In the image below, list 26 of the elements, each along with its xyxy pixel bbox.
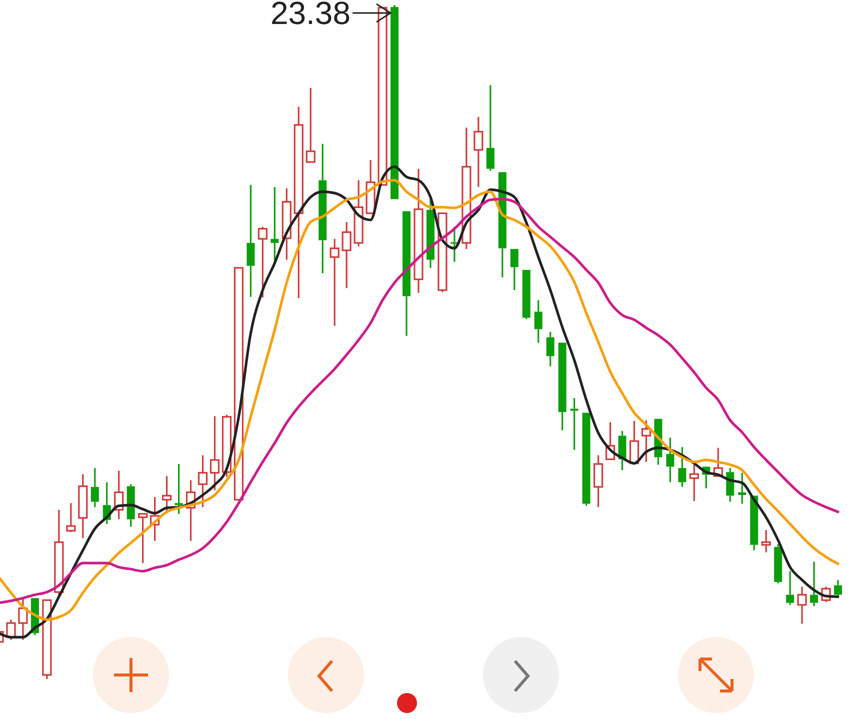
candlestick: [689, 464, 699, 502]
candlestick: [90, 467, 99, 508]
candlestick: [774, 543, 782, 584]
candlestick: [797, 586, 807, 625]
candlestick: [546, 331, 554, 368]
candlestick: [198, 454, 208, 508]
candlestick: [210, 415, 220, 492]
candlestick: [78, 473, 88, 539]
annotation: 23.38: [270, 0, 351, 31]
candlestick: [426, 196, 434, 269]
candlestick: [474, 116, 484, 188]
candlestick: [618, 430, 626, 471]
candlestick: [810, 560, 818, 608]
candlestick: [534, 299, 542, 344]
candlestick: [570, 397, 578, 451]
candlestick: [666, 436, 674, 483]
candlestick: [786, 570, 794, 606]
candlestick: [738, 472, 746, 505]
candlestick: [486, 84, 494, 172]
candlestick: [414, 168, 424, 294]
candlestick: [246, 184, 255, 298]
candlestick: [342, 221, 352, 289]
candlestick: [330, 238, 340, 327]
candlestick: [294, 106, 304, 299]
candlestick: [318, 143, 327, 274]
candlestick: [678, 446, 686, 488]
